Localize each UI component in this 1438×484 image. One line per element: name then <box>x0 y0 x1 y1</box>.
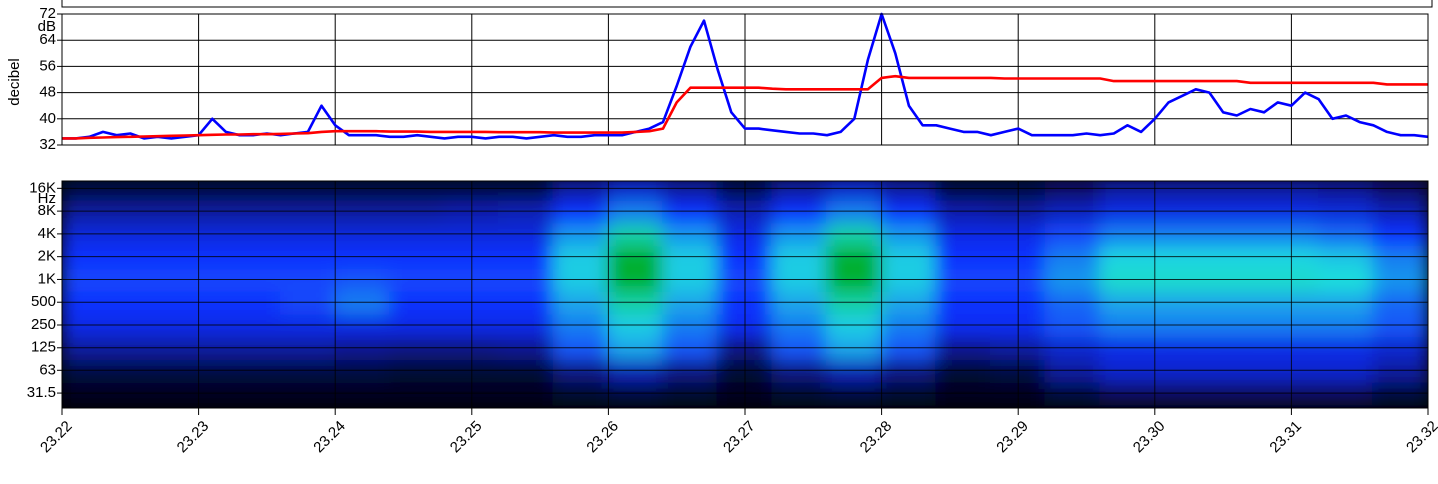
x-tick-label: 23.22 <box>37 418 76 457</box>
y-tick-label: 64 <box>39 31 56 48</box>
y-tick-label: 72 <box>39 5 56 22</box>
y-tick-label: 40 <box>39 110 56 127</box>
y-tick-label: 1K <box>38 270 56 287</box>
heatmap-cell <box>1153 181 1211 201</box>
heatmap-cell <box>388 181 446 201</box>
y-tick-label: 31.5 <box>27 384 56 401</box>
heatmap-cell <box>1372 181 1428 201</box>
heatmap-cell <box>224 181 282 201</box>
heatmap-cell <box>334 181 391 201</box>
y-axis-label: decibel <box>6 58 23 106</box>
heatmap-cell <box>771 181 828 201</box>
x-tick-label: 23.29 <box>993 418 1032 457</box>
heatmap-cell <box>552 181 610 201</box>
x-tick-label: 23.25 <box>447 418 486 457</box>
x-tick-label: 23.27 <box>720 418 759 457</box>
y-tick-label: 2K <box>38 248 56 265</box>
x-tick-label: 23.31 <box>1266 418 1305 457</box>
y-tick-label: 500 <box>31 293 56 310</box>
heatmap-cell <box>880 181 938 201</box>
x-tick-label: 23.24 <box>310 418 349 457</box>
x-tick-label: 23.30 <box>1130 418 1169 457</box>
heatmap-cell <box>662 181 719 201</box>
heatmap-cell <box>1044 181 1102 201</box>
heatmap-cell <box>1208 181 1266 201</box>
plot-frame <box>61 13 1429 146</box>
heatmap-cell <box>1099 181 1156 201</box>
y-tick-label: 4K <box>38 225 56 242</box>
x-tick-label: 23.26 <box>583 418 622 457</box>
heatmap-cell <box>498 181 555 201</box>
y-tick-label: 125 <box>31 339 56 356</box>
y-tick-label: 56 <box>39 57 56 74</box>
y-tick-label: 250 <box>31 316 56 333</box>
heatmap-cell <box>935 181 992 201</box>
heatmap-cell <box>62 181 118 201</box>
heatmap-cell <box>607 181 665 201</box>
y-tick-label: 48 <box>39 84 56 101</box>
heatmap-cell <box>1317 181 1375 201</box>
y-unit: dB <box>38 18 56 35</box>
y-tick-label: 8K <box>38 202 56 219</box>
heatmap-cell <box>825 181 883 201</box>
x-tick-label: 23.28 <box>857 418 896 457</box>
data-line <box>62 74 1428 140</box>
y-tick-label: 16K <box>29 179 56 196</box>
heatmap-cell <box>279 181 337 201</box>
y-tick-label: 32 <box>39 136 56 153</box>
y-tick-label: 63 <box>39 361 56 378</box>
plot-frame <box>61 180 1429 409</box>
x-tick-label: 23.23 <box>174 418 213 457</box>
heatmap-cell <box>115 181 173 201</box>
panel-edge <box>61 0 1433 8</box>
y-unit: Hz <box>38 190 56 207</box>
x-tick-label: 23.32 <box>1403 418 1438 457</box>
